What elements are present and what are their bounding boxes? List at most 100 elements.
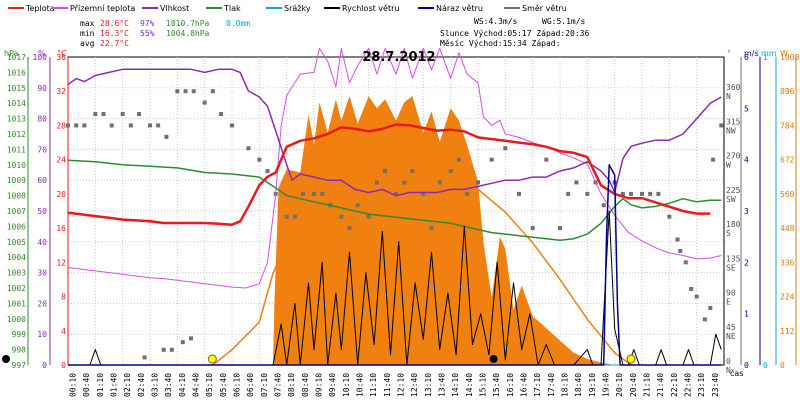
series-humidity bbox=[67, 68, 722, 197]
tick-label-x: 21:10 bbox=[643, 373, 652, 397]
wind-direction-point bbox=[120, 112, 125, 117]
wind-direction-point bbox=[257, 157, 262, 162]
tick-label-hpa: 1008 bbox=[7, 192, 26, 201]
wind-direction-point bbox=[189, 336, 193, 341]
tick-label-hpa: 1015 bbox=[7, 84, 26, 93]
tick-label-w: 448 bbox=[780, 224, 795, 233]
tick-label-hpa: 1013 bbox=[7, 115, 26, 124]
tick-label-x: 20:10 bbox=[615, 373, 624, 397]
tick-label-deg: 315 bbox=[726, 117, 741, 126]
wind-direction-point bbox=[410, 169, 415, 174]
tick-label-ms: 5 bbox=[744, 104, 749, 113]
wind-direction-point bbox=[339, 214, 344, 219]
tick-label-x: 05:10 bbox=[205, 373, 214, 397]
tick-label-degc: 0 bbox=[61, 361, 66, 370]
wind-direction-point bbox=[175, 89, 180, 94]
tick-label-x: 10:10 bbox=[342, 373, 351, 397]
stat-wg: WG:5.1m/s bbox=[542, 17, 586, 26]
tick-label-x: 01:10 bbox=[96, 373, 105, 397]
tick-label-x: 04:40 bbox=[192, 373, 201, 397]
series-layer bbox=[2, 47, 724, 366]
stat-avg-label: avg bbox=[80, 39, 95, 48]
tick-label-pct: 20 bbox=[37, 299, 47, 308]
tick-label-hpa: 1006 bbox=[7, 222, 26, 231]
tick-label-x: 09:40 bbox=[328, 373, 337, 397]
wind-direction-point bbox=[465, 191, 470, 196]
stat-min-temp: 16.3°C bbox=[100, 29, 129, 38]
tick-label-pct: 30 bbox=[37, 269, 47, 278]
tick-label-x: 19:40 bbox=[602, 373, 611, 397]
wind-direction-point bbox=[640, 191, 644, 196]
wind-direction-point bbox=[656, 191, 661, 196]
legend-label: Vlhkost bbox=[160, 4, 189, 13]
sun-marker bbox=[626, 354, 636, 364]
tick-label-pct: 60 bbox=[37, 176, 47, 185]
tick-label-pct: 50 bbox=[37, 207, 47, 216]
tick-label-deg: 0 bbox=[726, 357, 731, 366]
stat-avg-temp: 22.7°C bbox=[100, 39, 129, 48]
wind-direction-point bbox=[355, 203, 360, 208]
tick-label-hpa: 1007 bbox=[7, 207, 26, 216]
tick-label-x: 12:40 bbox=[410, 373, 419, 397]
tick-label-dir: NW bbox=[726, 126, 736, 135]
tick-label-deg: 270 bbox=[726, 152, 741, 161]
tick-label-dir: W bbox=[726, 161, 731, 170]
legend: Teplota Přízemní teplota Vlhkost Tlak Srážky… bbox=[8, 4, 567, 13]
wind-direction-point bbox=[558, 226, 562, 231]
unit-hpa: hPa bbox=[4, 49, 19, 58]
tick-label-x: 20:40 bbox=[629, 373, 638, 397]
wind-direction-point bbox=[202, 100, 207, 105]
tick-label-x: 10:40 bbox=[356, 373, 365, 397]
legend-label: Rychlost větru bbox=[342, 4, 399, 13]
tick-label-deg: 225 bbox=[726, 186, 741, 195]
legend-label: Směr větru bbox=[522, 4, 567, 13]
wind-direction-point bbox=[601, 203, 606, 208]
tick-label-deg: 45 bbox=[726, 323, 736, 332]
tick-label-w: 784 bbox=[780, 121, 795, 130]
wind-direction-point bbox=[530, 226, 535, 231]
series-wind-gust bbox=[68, 164, 722, 366]
tick-label-x: 02:40 bbox=[137, 373, 146, 397]
tick-label-hpa: 1000 bbox=[7, 315, 26, 324]
tick-label-degc: 12 bbox=[56, 258, 66, 267]
tick-label-x: 01:40 bbox=[110, 373, 119, 397]
tick-label-deg: 90 bbox=[726, 289, 736, 298]
stats-block: max 28.6°C 97% 1010.7hPa 0.0mm min 16.3°… bbox=[80, 17, 589, 48]
tick-layer: 9979989991000100110021003100410051006100… bbox=[7, 53, 800, 397]
tick-label-ms: 1 bbox=[744, 310, 749, 319]
axis-lines bbox=[27, 57, 797, 365]
wind-direction-point bbox=[648, 191, 653, 196]
tick-label-x: 11:10 bbox=[369, 373, 378, 397]
tick-label-w: 224 bbox=[780, 293, 795, 302]
wind-direction-point bbox=[702, 317, 707, 322]
wind-direction-point bbox=[128, 123, 133, 128]
tick-label-ms: 6 bbox=[744, 53, 749, 62]
tick-label-hpa: 1004 bbox=[7, 253, 26, 262]
tick-label-degc: 28 bbox=[56, 121, 66, 130]
wind-direction-point bbox=[230, 123, 234, 128]
tick-label-x: 15:10 bbox=[479, 373, 488, 397]
wind-direction-point bbox=[210, 89, 215, 94]
wind-direction-point bbox=[148, 123, 152, 128]
tick-label-degc: 24 bbox=[56, 156, 66, 165]
stat-sun: Slunce Východ:05:17 Západ:20:36 bbox=[440, 29, 589, 38]
tick-label-x: 17:10 bbox=[533, 373, 542, 397]
stat-moon: Měsíc Východ:15:34 Západ: bbox=[440, 39, 560, 48]
wind-direction-point bbox=[456, 157, 461, 162]
tick-label-x: 17:40 bbox=[547, 373, 556, 397]
stat-max-rain: 0.0mm bbox=[226, 19, 250, 28]
tick-label-pct: 100 bbox=[33, 53, 48, 62]
tick-label-x: 05:40 bbox=[219, 373, 228, 397]
wind-direction-point bbox=[191, 89, 196, 94]
tick-label-w: 336 bbox=[780, 258, 795, 267]
tick-label-x: 21:40 bbox=[656, 373, 665, 397]
tick-label-pct: 90 bbox=[37, 84, 47, 93]
unit-degc: °C bbox=[57, 49, 67, 58]
tick-label-x: 03:10 bbox=[151, 373, 160, 397]
tick-label-ms: 2 bbox=[744, 258, 749, 267]
wind-direction-point bbox=[180, 340, 185, 345]
tick-label-hpa: 998 bbox=[12, 346, 27, 355]
wind-direction-point bbox=[156, 123, 161, 128]
wind-direction-point bbox=[183, 89, 188, 94]
tick-label-hpa: 1016 bbox=[7, 68, 26, 77]
